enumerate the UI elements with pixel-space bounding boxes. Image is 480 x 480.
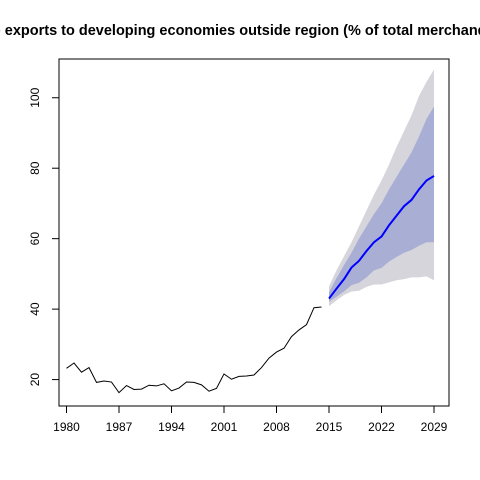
band-80-layer [329, 106, 434, 302]
x-tick-label: 2022 [368, 420, 395, 434]
x-tick-label: 2015 [316, 420, 343, 434]
history-line [66, 306, 322, 394]
x-tick-label: 2001 [211, 420, 238, 434]
x-axis: 1980 1987 1994 2001 2008 2015 2022 2029 [53, 405, 448, 434]
prediction-band-80 [329, 106, 434, 302]
x-tick-label: 1980 [53, 420, 80, 434]
x-tick-label: 2008 [263, 420, 290, 434]
y-tick-label: 60 [28, 232, 42, 246]
y-axis: 20 40 60 80 100 [28, 87, 60, 387]
y-tick-label: 40 [28, 302, 42, 316]
x-tick-label: 1987 [106, 420, 133, 434]
y-tick-label: 20 [28, 373, 42, 387]
x-tick-label: 2029 [421, 420, 448, 434]
y-tick-label: 80 [28, 161, 42, 175]
forecast-line [328, 175, 435, 300]
series-lines [66, 175, 435, 394]
chart-title: Merchandise exports to developing econom… [0, 23, 480, 39]
y-tick-label: 100 [28, 87, 42, 107]
x-tick-label: 1994 [158, 420, 185, 434]
